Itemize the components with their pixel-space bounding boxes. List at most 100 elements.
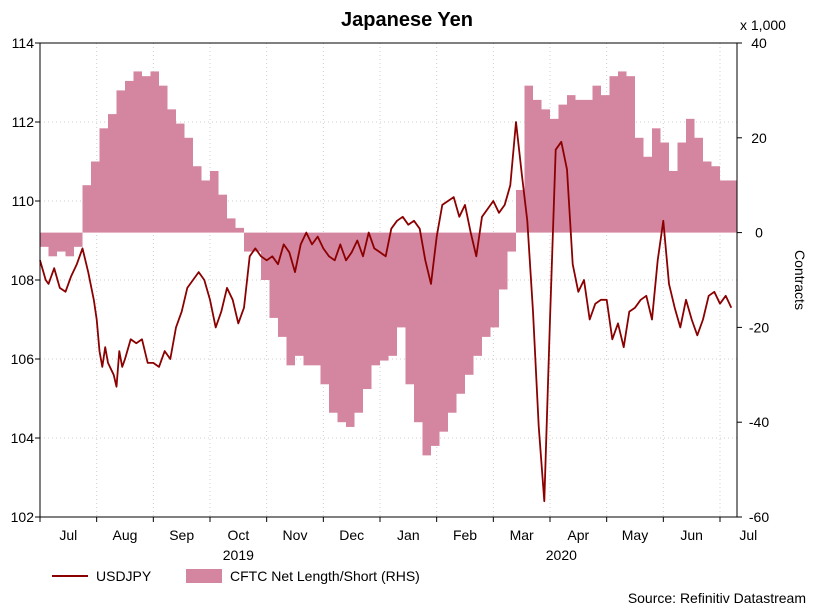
cftc-bar [558,104,567,233]
x-tick-label: Jul [59,527,77,543]
cftc-bar [669,170,678,233]
x-tick-label: Apr [567,527,589,543]
right-tick-label: 0 [755,225,763,241]
cftc-bar [184,137,193,233]
cftc-bar [363,232,372,390]
right-axis-label: Contracts [792,250,808,310]
x-tick-label: Dec [339,527,364,543]
cftc-bar [686,118,695,233]
left-tick-label: 108 [11,272,35,288]
x-tick-label: Mar [510,527,534,543]
cftc-bar [720,180,737,233]
cftc-bar [142,76,151,233]
cftc-bar [507,232,516,252]
x-tick-label: Jun [680,527,703,543]
cftc-bar [371,232,380,366]
right-tick-label: 40 [751,35,767,51]
cftc-bar [524,85,533,233]
right-axis: -60 -40 -20 0 20 40 [737,35,769,525]
x-tick-label: Jan [397,527,420,543]
cftc-bar [320,232,329,385]
cftc-bar [286,232,295,366]
cftc-bar [388,232,397,356]
right-axis-unit-label: x 1,000 [740,17,786,33]
cftc-bar [643,156,652,233]
legend-area-swatch [186,569,222,583]
left-tick-label: 104 [11,430,35,446]
cftc-bar [414,232,423,423]
cftc-bar [516,189,525,233]
cftc-bar [456,232,465,394]
cftc-bar [57,232,66,252]
cftc-bar [490,232,499,328]
cftc-bar [193,166,202,233]
cftc-bar [159,85,168,233]
chart-title: Japanese Yen [341,9,473,31]
cftc-bar [431,232,440,446]
cftc-bar [499,232,508,290]
cftc-bar [609,76,618,233]
right-tick-label: -40 [749,414,769,430]
cftc-bar [422,232,431,456]
cftc-bar [329,232,338,413]
cftc-bar [133,71,142,233]
x-axis: Jul Aug Sep Oct Nov Dec Jan Feb Mar Apr May Jun Jul 2… [39,517,757,563]
cftc-bar [346,232,355,427]
cftc-bar [82,185,91,233]
cftc-bar [635,137,644,233]
legend: USDJPY CFTC Net Length/Short (RHS) [52,568,420,584]
cftc-bar [295,232,304,356]
cftc-bar [677,142,686,233]
cftc-bar [380,232,389,361]
cftc-bar [694,137,703,233]
cftc-bar [405,232,414,385]
usdjpy-line [39,121,733,503]
x-tick-label: Nov [283,527,308,543]
legend-cftc-label: CFTC Net Length/Short (RHS) [230,568,420,584]
cftc-bar [397,232,406,328]
cftc-bar [176,123,185,233]
cftc-bar [703,161,712,233]
source-note: Source: Refinitiv Datastream [628,590,806,606]
cftc-bar [150,71,159,233]
cftc-bar [303,232,312,366]
cftc-bar [711,166,720,233]
left-tick-label: 114 [12,35,35,51]
legend-usdjpy-label: USDJPY [96,568,152,584]
left-axis: 102 104 106 108 110 112 114 [11,35,40,525]
cftc-bar [584,99,593,233]
cftc-bar [218,194,227,233]
x-tick-label: Sep [169,527,194,543]
left-tick-label: 112 [12,114,35,130]
plot-area: 102 104 106 108 110 112 114 -60 -40 -20 0 20 40 Jul Au… [11,35,770,563]
cftc-bar [108,114,117,233]
left-tick-label: 106 [11,351,35,367]
cftc-bar [482,232,491,337]
cftc-bar [235,227,244,233]
x-tick-label: Oct [227,527,249,543]
left-tick-label: 110 [12,193,35,209]
cftc-bar [65,232,74,257]
cftc-bar [91,161,100,233]
cftc-bar [261,232,270,280]
cftc-bar [278,232,287,337]
cftc-bar [337,232,346,423]
cftc-bar [652,128,661,233]
x-tick-label: Jul [739,527,757,543]
cftc-bar [533,99,542,233]
cftc-area-series [40,71,737,456]
cftc-bar [567,95,576,233]
cftc-bar [439,232,448,432]
cftc-bar [354,232,363,413]
cftc-bar [269,232,278,318]
x-tick-label: Aug [113,527,138,543]
cftc-bar [541,109,550,233]
cftc-bar [575,99,584,233]
cftc-bar [210,170,219,233]
x-tick-label: Feb [453,527,477,543]
right-tick-label: -60 [749,509,769,525]
cftc-bar [312,232,321,366]
cftc-bar [99,128,108,233]
cftc-bar [244,232,253,252]
x-tick-label: May [622,527,648,543]
